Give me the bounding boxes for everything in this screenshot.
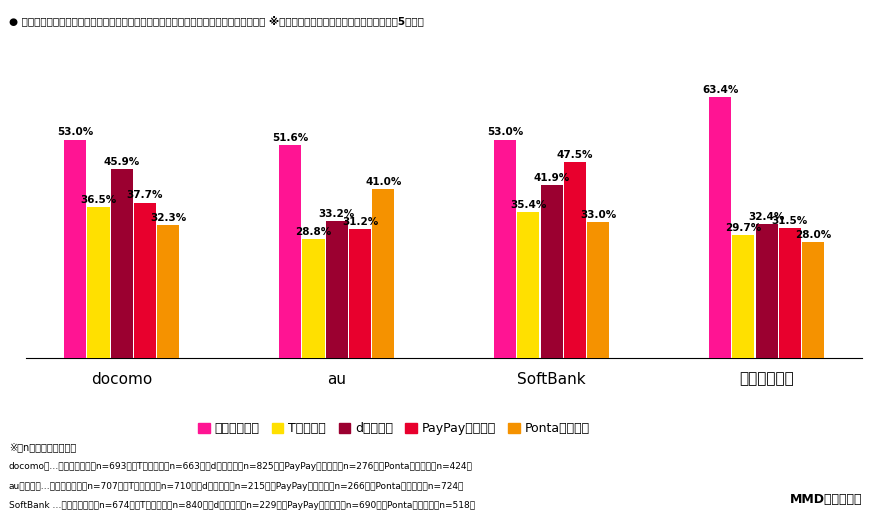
Text: 47.5%: 47.5% bbox=[557, 150, 593, 160]
Bar bbox=[587, 222, 610, 358]
Text: 33.2%: 33.2% bbox=[319, 209, 354, 219]
Text: 32.3%: 32.3% bbox=[150, 213, 186, 223]
Text: 35.4%: 35.4% bbox=[510, 200, 547, 210]
Text: 53.0%: 53.0% bbox=[487, 127, 523, 137]
Bar bbox=[134, 202, 156, 358]
Text: 28.8%: 28.8% bbox=[295, 227, 332, 237]
Bar bbox=[541, 185, 563, 358]
Bar bbox=[64, 140, 86, 358]
Text: 41.0%: 41.0% bbox=[365, 177, 402, 187]
Bar bbox=[733, 236, 754, 358]
Text: 63.4%: 63.4% bbox=[702, 85, 739, 95]
Text: ● ポイント目的で、活用しているポイントサービスと関連性の高い他サービスの積極利用 ※最も利用するポイントサービスシェア上位5位抜粋: ● ポイント目的で、活用しているポイントサービスと関連性の高い他サービスの積極利… bbox=[9, 15, 423, 26]
Bar bbox=[755, 224, 778, 358]
Text: 41.9%: 41.9% bbox=[534, 173, 570, 183]
Text: 31.5%: 31.5% bbox=[772, 216, 808, 226]
Bar bbox=[494, 140, 517, 358]
Text: 36.5%: 36.5% bbox=[80, 195, 117, 205]
Text: 32.4%: 32.4% bbox=[748, 212, 785, 222]
Text: 29.7%: 29.7% bbox=[726, 223, 761, 234]
Bar bbox=[302, 239, 325, 358]
Bar bbox=[802, 242, 824, 358]
Text: MMD研究所調べ: MMD研究所調べ bbox=[790, 493, 862, 506]
Text: 28.0%: 28.0% bbox=[795, 230, 831, 240]
Text: 33.0%: 33.0% bbox=[580, 210, 617, 220]
Bar bbox=[709, 97, 731, 358]
Bar bbox=[111, 169, 133, 358]
Text: 45.9%: 45.9% bbox=[104, 157, 140, 167]
Bar bbox=[279, 145, 301, 358]
Bar bbox=[349, 229, 371, 358]
Bar bbox=[372, 189, 395, 358]
Text: SoftBank …楽天ポイント（n=674）、Tポイント（n=840）、dポイント（n=229）、PayPayボーナス（n=690）、Pontaポイント（n=: SoftBank …楽天ポイント（n=674）、Tポイント（n=840）、dポイ… bbox=[9, 501, 475, 510]
Bar bbox=[779, 228, 801, 358]
Bar bbox=[158, 225, 179, 358]
Bar bbox=[326, 221, 348, 358]
Legend: 楽天ポイント, Tポイント, dポイント, PayPayボーナス, Pontaポイント: 楽天ポイント, Tポイント, dポイント, PayPayボーナス, Pontaポ… bbox=[193, 417, 595, 440]
Bar bbox=[87, 207, 110, 358]
Text: au　　　　…楽天ポイント（n=707）、Tポイント（n=710）、dポイント（n=215）、PayPayボーナス（n=266）、Pontaポイント（n=724: au …楽天ポイント（n=707）、Tポイント（n=710）、dポイント（n=2… bbox=[9, 482, 464, 491]
Bar bbox=[564, 162, 586, 358]
Text: docomo　…楽天ポイント（n=693）、Tポイント（n=663）、dポイント（n=825）、PayPayボーナス（n=276）、Pontaポイント（n=42: docomo …楽天ポイント（n=693）、Tポイント（n=663）、dポイント… bbox=[9, 462, 473, 472]
Text: 37.7%: 37.7% bbox=[127, 191, 163, 200]
Text: ※各n数は下記のとおり: ※各n数は下記のとおり bbox=[9, 442, 76, 452]
Text: 53.0%: 53.0% bbox=[57, 127, 93, 137]
Text: 51.6%: 51.6% bbox=[272, 133, 308, 143]
Text: 31.2%: 31.2% bbox=[342, 217, 378, 227]
Bar bbox=[517, 212, 539, 358]
